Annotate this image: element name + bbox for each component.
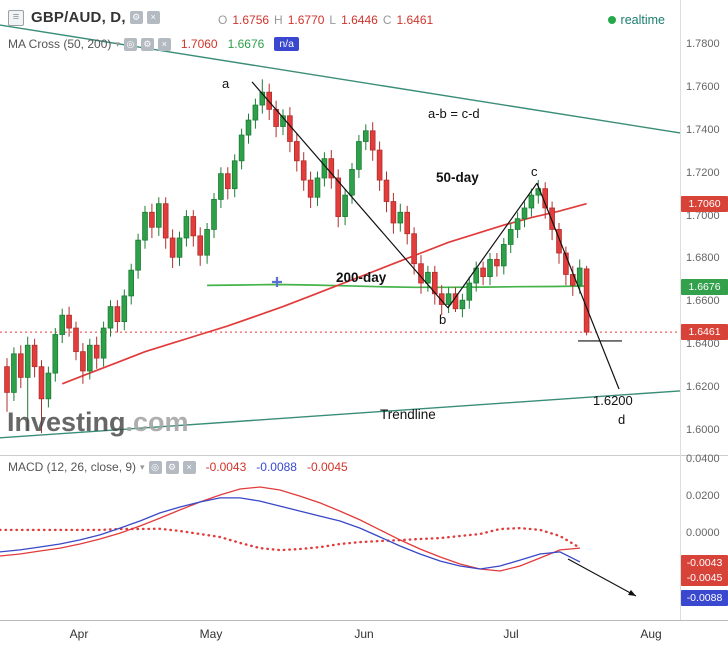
open-value: 1.6756 — [232, 13, 270, 27]
watermark: Investing.com — [7, 407, 189, 438]
macd-tag-2: -0.0045 — [681, 570, 728, 586]
macd-signal-value: -0.0045 — [306, 460, 348, 474]
annotation-50day: 50-day — [436, 170, 479, 185]
macd-label[interactable]: MACD (12, 26, close, 9) — [8, 460, 137, 474]
macd-indicator-row: MACD (12, 26, close, 9) ▾ ◎ ⚙ × -0.0043 … — [8, 460, 348, 474]
ma200-value: 1.6676 — [227, 37, 265, 51]
ma200-price-tag: 1.6676 — [681, 279, 728, 295]
macd-tag-3: -0.0088 — [681, 590, 728, 606]
low-value: 1.6446 — [341, 13, 378, 27]
close-value: 1.6461 — [396, 13, 434, 27]
watermark-tld: .com — [125, 407, 189, 437]
close-icon[interactable]: × — [182, 460, 196, 474]
ma50-value: 1.7060 — [180, 37, 218, 51]
high-label: H — [274, 13, 283, 27]
eye-icon[interactable]: ◎ — [148, 460, 162, 474]
symbol-title: GBP/AUD, D, — [31, 9, 126, 26]
watermark-name: Investing — [7, 407, 126, 437]
macd-line-value: -0.0088 — [256, 460, 297, 474]
annotation-b: b — [439, 312, 447, 327]
annotation-trendline: Trendline — [380, 407, 436, 422]
realtime-label: realtime — [620, 13, 665, 27]
ma-cross-indicator-row: MA Cross (50, 200) ▾ ◎ ⚙ × 1.7060 1.6676… — [8, 37, 299, 51]
macd-tag-1: -0.0043 — [681, 555, 728, 571]
symbol-header: ≡ GBP/AUD, D, ⚙ × — [8, 9, 160, 26]
ma-cross-na-badge: n/a — [274, 37, 299, 51]
realtime-status: realtime — [607, 13, 665, 27]
menu-icon[interactable]: ≡ — [8, 9, 24, 26]
gear-icon[interactable]: ⚙ — [165, 460, 179, 474]
annotation-200day: 200-day — [336, 270, 387, 285]
eye-icon[interactable]: ◎ — [123, 37, 137, 51]
gear-icon[interactable]: ⚙ — [129, 11, 143, 24]
close-icon[interactable]: × — [157, 37, 171, 51]
close-label: C — [382, 13, 392, 27]
last-price-tag: 1.6461 — [681, 324, 728, 340]
realtime-dot-icon — [607, 16, 616, 24]
gear-icon[interactable]: ⚙ — [140, 37, 154, 51]
macd-hist-value: -0.0043 — [205, 460, 247, 474]
annotation-target-price: 1.6200 — [593, 393, 633, 408]
chevron-down-icon[interactable]: ▾ — [140, 461, 145, 472]
ma-cross-label[interactable]: MA Cross (50, 200) — [8, 37, 112, 51]
close-icon[interactable]: × — [146, 11, 160, 24]
annotation-c: c — [531, 164, 538, 179]
open-label: O — [218, 13, 228, 27]
ohlc-readout: O 1.6756 H 1.6770 L 1.6446 C 1.6461 — [218, 13, 433, 27]
ma50-price-tag: 1.7060 — [681, 196, 728, 212]
low-label: L — [329, 13, 337, 27]
annotation-abcd: a-b = c-d — [428, 106, 480, 121]
annotation-d: d — [618, 412, 626, 427]
high-value: 1.6770 — [287, 13, 325, 27]
chevron-down-icon[interactable]: ▾ — [115, 38, 120, 49]
annotation-a: a — [222, 76, 230, 91]
